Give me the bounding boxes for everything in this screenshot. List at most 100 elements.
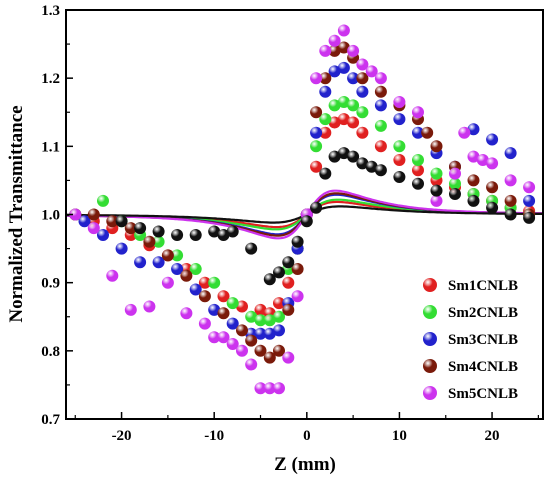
legend-marker <box>423 386 437 400</box>
data-point <box>393 96 405 108</box>
x-tick-label: -20 <box>112 428 132 444</box>
data-point <box>468 195 480 207</box>
data-point <box>319 86 331 98</box>
data-point <box>393 113 405 125</box>
data-point <box>431 140 443 152</box>
data-point <box>356 86 368 98</box>
x-tick-label: 10 <box>392 428 407 444</box>
legend-marker <box>423 305 437 319</box>
x-axis-title: Z (mm) <box>274 454 336 475</box>
x-tick-label: 0 <box>303 428 311 444</box>
legend-label: Sm4CNLB <box>448 359 518 375</box>
data-point <box>245 335 257 347</box>
data-point <box>143 236 155 248</box>
data-point <box>227 226 239 238</box>
data-point <box>292 236 304 248</box>
data-point <box>153 226 165 238</box>
y-tick-label: 1.2 <box>41 71 60 87</box>
data-point <box>134 222 146 234</box>
data-point <box>236 345 248 357</box>
data-point <box>338 25 350 37</box>
legend-label: Sm2CNLB <box>448 305 518 321</box>
data-point <box>505 209 517 221</box>
data-point <box>273 324 285 336</box>
data-point <box>375 72 387 84</box>
data-point <box>171 229 183 241</box>
data-point <box>375 164 387 176</box>
data-point <box>458 127 470 139</box>
data-point <box>180 270 192 282</box>
x-tick-label: -10 <box>204 428 224 444</box>
data-point <box>319 168 331 180</box>
data-point <box>486 202 498 214</box>
data-point <box>116 243 128 255</box>
data-point <box>431 185 443 197</box>
y-tick-label: 1.3 <box>41 3 60 19</box>
data-point <box>116 215 128 227</box>
y-tick-label: 0.8 <box>41 344 60 360</box>
data-point <box>227 297 239 309</box>
data-point <box>431 168 443 180</box>
data-point <box>412 178 424 190</box>
data-point <box>273 382 285 394</box>
data-point <box>106 270 118 282</box>
data-point <box>199 318 211 330</box>
legend-label: Sm1CNLB <box>448 278 518 294</box>
data-point <box>412 154 424 166</box>
data-point <box>505 195 517 207</box>
data-point <box>208 277 220 289</box>
legend-marker <box>423 332 437 346</box>
y-tick-label: 1.0 <box>41 208 60 224</box>
data-point <box>421 127 433 139</box>
data-point <box>468 174 480 186</box>
data-point <box>375 120 387 132</box>
data-point <box>301 215 313 227</box>
data-point <box>505 147 517 159</box>
data-point <box>356 127 368 139</box>
data-point <box>347 117 359 129</box>
data-point <box>310 140 322 152</box>
data-point <box>449 188 461 200</box>
data-point <box>310 127 322 139</box>
data-point <box>162 249 174 261</box>
data-point <box>180 307 192 319</box>
data-point <box>431 195 443 207</box>
data-point <box>523 212 535 224</box>
data-point <box>329 35 341 47</box>
data-point <box>449 168 461 180</box>
data-point <box>486 157 498 169</box>
data-point <box>134 256 146 268</box>
y-tick-label: 0.9 <box>41 276 60 292</box>
data-point <box>356 106 368 118</box>
data-point <box>88 209 100 221</box>
data-point <box>190 229 202 241</box>
data-point <box>97 195 109 207</box>
data-point <box>486 134 498 146</box>
legend-label: Sm3CNLB <box>448 332 518 348</box>
data-point <box>338 62 350 74</box>
data-point <box>412 106 424 118</box>
data-point <box>523 181 535 193</box>
legend-marker <box>423 359 437 373</box>
data-point <box>282 256 294 268</box>
data-point <box>199 290 211 302</box>
data-point <box>310 106 322 118</box>
data-point <box>245 359 257 371</box>
data-point <box>347 45 359 57</box>
data-point <box>143 301 155 313</box>
data-point <box>375 140 387 152</box>
data-point <box>375 99 387 111</box>
data-point <box>523 195 535 207</box>
data-point <box>393 154 405 166</box>
data-point <box>282 304 294 316</box>
data-point <box>486 181 498 193</box>
data-point <box>310 72 322 84</box>
data-point <box>282 277 294 289</box>
data-point <box>273 266 285 278</box>
data-point <box>162 277 174 289</box>
data-point <box>236 324 248 336</box>
data-point <box>505 174 517 186</box>
data-point <box>319 45 331 57</box>
data-point <box>292 290 304 302</box>
